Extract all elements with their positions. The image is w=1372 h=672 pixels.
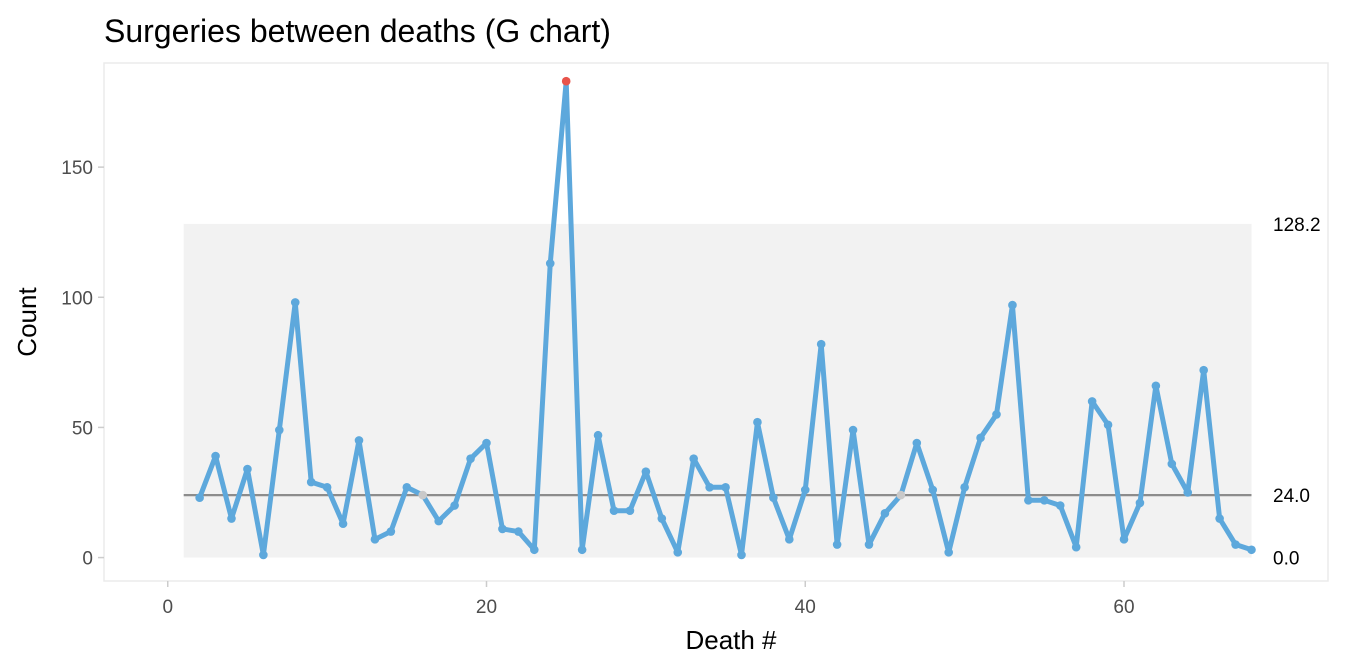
data-point [832,540,842,549]
data-point [657,514,667,523]
special-cause-point [561,76,571,86]
data-point [498,524,507,534]
data-point [785,535,794,544]
data-point [530,545,539,555]
data-point [689,454,698,463]
center-line-point [418,490,428,500]
data-point [354,436,364,445]
data-point [1055,501,1065,510]
data-point [960,482,969,492]
data-point [625,506,635,516]
data-point [641,467,651,476]
data-point [976,433,985,443]
data-point [386,527,396,536]
data-point [306,477,316,487]
data-point [322,482,332,492]
data-point [1231,540,1240,549]
data-point [769,493,778,503]
lower-limit-label: 0.0 [1273,549,1299,570]
x-axis-title: Death # [685,625,777,655]
data-point [1167,459,1177,469]
data-point [737,550,746,560]
data-point [1183,488,1193,497]
data-points [195,76,1256,560]
data-point [227,514,236,523]
data-point [864,540,874,549]
x-tick-label: 40 [795,597,816,618]
data-point [243,464,252,474]
data-point [800,485,810,495]
data-point [1215,514,1224,523]
data-point [434,516,443,526]
y-tick-label: 50 [72,418,93,439]
data-point [928,485,938,495]
chart-title: Surgeries between deaths (G chart) [104,13,611,49]
data-point [992,410,1001,419]
x-tick-label: 0 [162,597,173,618]
center-line-point [896,490,906,500]
data-point [1024,496,1033,505]
data-point [912,438,922,448]
data-point [1119,535,1129,544]
x-tick-label: 60 [1113,597,1134,618]
data-point [1135,498,1145,508]
x-axis: 0 20 40 60 [162,581,1135,618]
y-axis-title: Count [12,287,42,357]
data-point [1087,397,1097,406]
y-tick-label: 100 [61,288,93,309]
data-point [402,482,412,492]
data-point [609,506,619,516]
data-point [880,509,890,518]
data-point [1151,381,1161,391]
data-point [1199,365,1208,375]
data-point [514,527,523,536]
data-point [1040,496,1049,505]
data-point [593,430,603,440]
data-point [816,339,826,349]
data-point [259,550,268,560]
x-tick-label: 20 [476,597,497,618]
data-point [195,493,204,503]
data-point [450,501,459,510]
y-tick-label: 150 [61,158,93,179]
data-point [944,548,953,557]
data-point [577,545,587,555]
data-point [1103,420,1113,430]
data-point [1247,545,1256,555]
data-point [848,425,858,435]
data-point [545,259,555,268]
data-point [370,535,380,544]
y-tick-label: 0 [82,549,93,570]
data-point [721,482,730,492]
data-point [290,298,300,307]
data-point [275,425,284,435]
data-point [1008,300,1017,310]
data-point [338,519,348,529]
upper-limit-label: 128.2 [1273,215,1321,236]
center-line-label: 24.0 [1273,486,1310,507]
y-axis: 0 50 100 150 [61,158,104,570]
data-point [466,454,475,463]
data-point [705,482,714,492]
data-point [673,548,683,557]
data-point [211,451,220,461]
control-band [183,223,1252,558]
data-point [753,417,762,427]
data-point [1071,542,1081,552]
data-point [482,438,491,448]
